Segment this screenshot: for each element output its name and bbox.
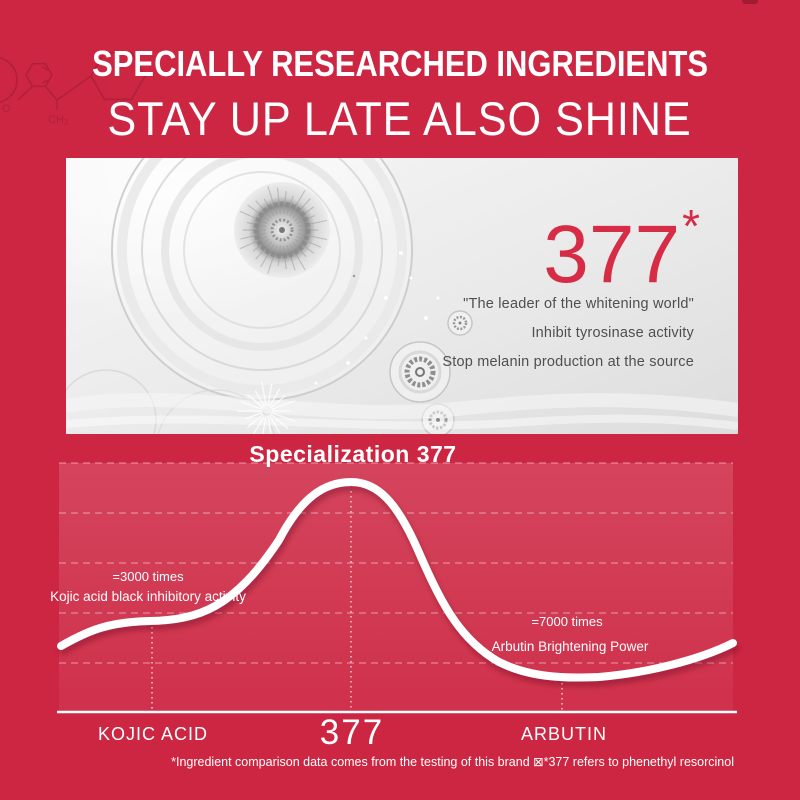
footer-note: *Ingredient comparison data comes from t… bbox=[171, 755, 734, 769]
hero-headline: 377* bbox=[543, 203, 700, 296]
bubble-core bbox=[234, 182, 330, 278]
svg-text:O: O bbox=[2, 103, 11, 115]
x-label-377: 377 bbox=[319, 713, 385, 752]
x-label-kojic-acid: KOJIC ACID bbox=[97, 724, 209, 744]
svg-text:CH3: CH3 bbox=[48, 114, 69, 127]
liquid-waves bbox=[66, 393, 738, 430]
annotation-kojic-times: =3000 times bbox=[112, 569, 184, 584]
hero-tagline: "The leader of the whitening world" bbox=[463, 296, 694, 312]
annotation-arbutin-times: =7000 times bbox=[531, 614, 603, 629]
comparison-curve bbox=[57, 477, 737, 682]
hero-taglines: "The leader of the whitening world" Inhi… bbox=[442, 290, 694, 377]
hero-tagline: Stop melanin production at the source bbox=[442, 354, 694, 370]
page-subtitle: STAY UP LATE ALSO SHINE bbox=[107, 92, 693, 145]
molecule-sketch-icon: CH3 O bbox=[0, 51, 146, 127]
chart-markers bbox=[151, 491, 563, 712]
hero-headline-number: 377 bbox=[543, 209, 681, 300]
hero-headline-asterisk: * bbox=[682, 200, 700, 252]
bubble-art bbox=[66, 158, 738, 434]
annotation-arbutin-subtext: Arbutin Brightening Power bbox=[491, 639, 649, 654]
header: SPECIALLY RESEARCHED INGREDIENTS STAY UP… bbox=[0, 0, 800, 144]
hero-tagline: Inhibit tyrosinase activity bbox=[531, 325, 694, 341]
comparison-chart-svg bbox=[57, 462, 737, 714]
annotation-kojic-subtext: Kojic acid black inhibitory activity bbox=[50, 589, 246, 604]
page-title: SPECIALLY RESEARCHED INGREDIENTS bbox=[92, 43, 708, 84]
sparkle-dots bbox=[314, 218, 440, 385]
hero-bubble-image: 377* "The leader of the whitening world"… bbox=[66, 158, 738, 434]
big-bubble bbox=[111, 158, 413, 401]
x-label-arbutin: ARBUTIN bbox=[520, 724, 608, 744]
starburst bbox=[237, 381, 296, 434]
top-edge-mark bbox=[742, 0, 758, 4]
